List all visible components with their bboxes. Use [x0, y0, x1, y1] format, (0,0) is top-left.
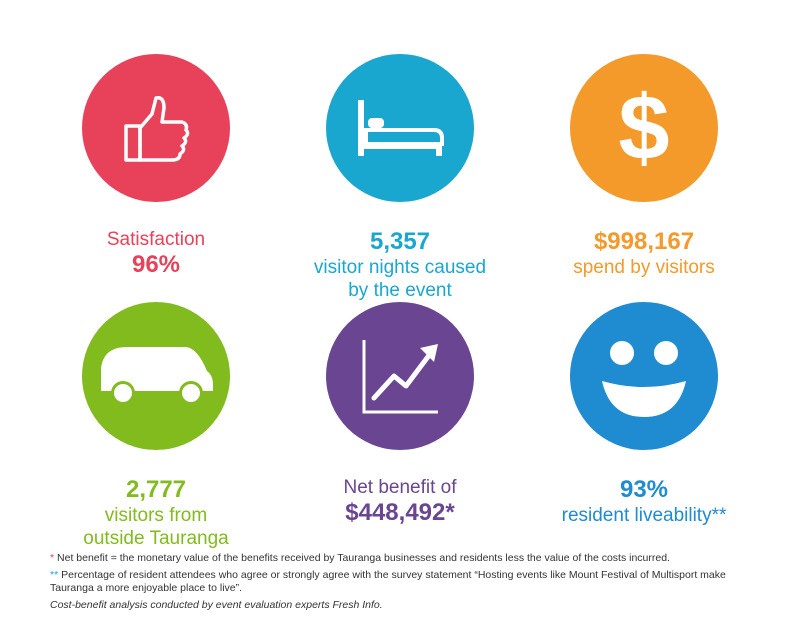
smiley-icon: [602, 341, 686, 417]
visitors-outside-label-1: visitors from: [104, 505, 208, 526]
satisfaction-circle: [82, 54, 230, 202]
car-icon: [101, 347, 213, 405]
visitor-nights-label-2: by the event: [348, 280, 452, 301]
footnote-1: * Net benefit = the monetary value of th…: [50, 552, 770, 565]
spend-label: spend by visitors: [573, 257, 715, 278]
footnote-1-marker: *: [50, 552, 55, 564]
satisfaction-tile: Satisfaction 96%: [36, 54, 276, 279]
liveability-circle: [570, 302, 718, 450]
satisfaction-value: 96%: [131, 251, 181, 278]
liveability-tile: 93% resident liveability**: [524, 302, 764, 527]
bed-icon: [358, 100, 444, 156]
visitor-nights-label-1: visitor nights caused: [313, 257, 487, 278]
visitors-outside-circle: [82, 302, 230, 450]
dollar-icon: $: [618, 77, 670, 179]
net-benefit-circle: [326, 302, 474, 450]
liveability-label: resident liveability**: [561, 505, 727, 526]
visitor-nights-tile: 5,357 visitor nights caused by the event: [280, 54, 520, 302]
liveability-value: 93%: [619, 476, 669, 503]
footnote-3: Cost-benefit analysis conducted by event…: [50, 599, 383, 611]
footnotes: * Net benefit = the monetary value of th…: [50, 552, 770, 616]
thumbs-up-icon: [124, 95, 190, 162]
net-benefit-value: $448,492*: [345, 499, 455, 526]
footnote-1-text: Net benefit = the monetary value of the …: [57, 552, 670, 564]
footnote-2-marker: **: [50, 569, 59, 581]
footnote-2: ** Percentage of resident attendees who …: [50, 569, 770, 595]
trend-chart-icon: [362, 340, 438, 414]
spend-circle: $: [570, 54, 718, 202]
footnote-2-text: Percentage of resident attendees who agr…: [50, 569, 726, 594]
visitors-outside-value: 2,777: [125, 476, 187, 503]
visitors-outside-label-2: outside Tauranga: [83, 528, 229, 549]
spend-tile: $ $998,167 spend by visitors: [524, 54, 764, 279]
visitors-outside-tile: 2,777 visitors from outside Tauranga: [36, 302, 276, 550]
net-benefit-tile: Net benefit of $448,492*: [280, 302, 520, 527]
visitor-nights-value: 5,357: [369, 228, 431, 255]
net-benefit-label: Net benefit of: [343, 477, 457, 498]
visitor-nights-circle: [326, 54, 474, 202]
spend-value: $998,167: [593, 228, 695, 255]
satisfaction-label: Satisfaction: [106, 229, 206, 250]
